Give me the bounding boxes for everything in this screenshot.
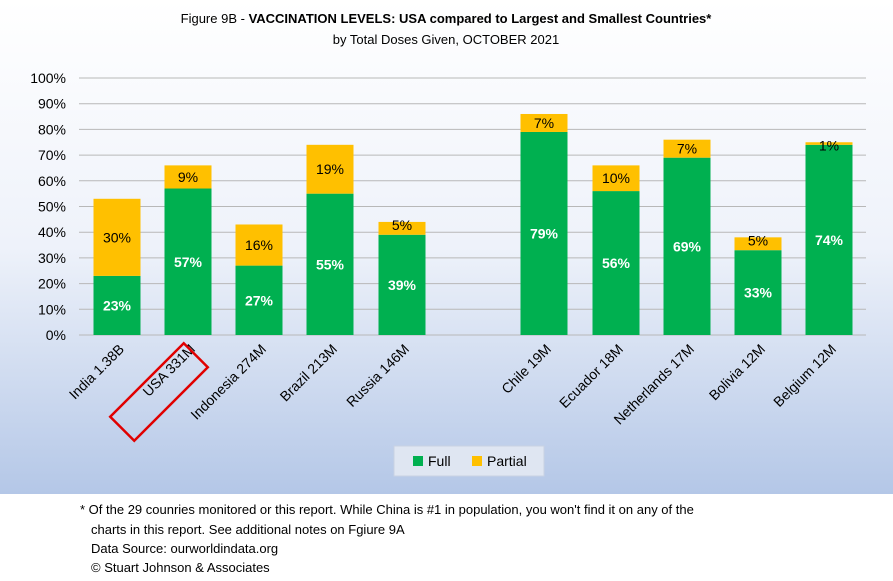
bar-full — [93, 275, 141, 335]
bar-full — [306, 193, 354, 335]
y-tick-label: 30% — [38, 250, 66, 266]
data-label-full: 79% — [530, 225, 559, 241]
bar-chart: Figure 9B - VACCINATION LEVELS: USA comp… — [0, 0, 893, 494]
bar-partial — [164, 165, 212, 189]
data-label-full: 23% — [103, 297, 132, 313]
legend-swatch-partial — [472, 456, 482, 466]
data-label-partial: 7% — [534, 115, 554, 131]
chart-title-bold: VACCINATION LEVELS: USA compared to Larg… — [249, 11, 713, 26]
y-tick-label: 80% — [38, 121, 66, 137]
data-label-partial: 7% — [677, 141, 697, 157]
y-tick-label: 20% — [38, 276, 66, 292]
y-tick-label: 70% — [38, 147, 66, 163]
legend-swatch-full — [413, 456, 423, 466]
y-tick-label: 0% — [46, 327, 66, 343]
chart-area: Figure 9B - VACCINATION LEVELS: USA comp… — [0, 0, 893, 494]
data-label-full: 39% — [388, 277, 417, 293]
footnote: * Of the 29 counries monitored or this r… — [0, 494, 893, 581]
data-label-full: 27% — [245, 292, 274, 308]
data-label-partial: 16% — [245, 237, 273, 253]
bar-full — [663, 157, 711, 335]
bar-partial — [306, 144, 354, 194]
data-label-full: 33% — [744, 285, 773, 301]
bar-full — [805, 144, 853, 335]
data-label-full: 74% — [815, 232, 844, 248]
bar-full — [378, 234, 426, 335]
y-tick-label: 10% — [38, 301, 66, 317]
highlight-box — [108, 341, 210, 443]
footnote-line-2: charts in this report. See additional no… — [91, 522, 405, 537]
data-label-full: 57% — [174, 254, 203, 270]
bar-partial — [520, 113, 568, 132]
data-label-full: 55% — [316, 256, 345, 272]
bar-partial — [592, 165, 640, 192]
bar-partial — [734, 237, 782, 251]
chart-subtitle: by Total Doses Given, OCTOBER 2021 — [333, 32, 559, 47]
bar-full — [235, 265, 283, 335]
legend: Full Partial — [393, 445, 545, 477]
footnote-line-1: * Of the 29 counries monitored or this r… — [80, 502, 694, 517]
bar-partial — [378, 221, 426, 235]
bar-partial — [663, 139, 711, 158]
data-label-partial: 5% — [748, 232, 768, 248]
bar-partial — [235, 224, 283, 266]
chart-title-prefix: Figure 9B - — [181, 11, 249, 26]
bar-full — [520, 131, 568, 335]
bar-partial — [93, 198, 141, 276]
footnote-line-3: Data Source: ourworldindata.org — [91, 541, 279, 556]
legend-label-partial: Partial — [487, 453, 527, 469]
y-tick-label: 100% — [30, 70, 66, 86]
data-label-full: 69% — [673, 238, 702, 254]
data-label-partial: 30% — [103, 229, 131, 245]
bar-full — [592, 191, 640, 335]
bars-layer — [93, 113, 853, 335]
data-label-partial: 9% — [178, 169, 198, 185]
data-label-partial: 19% — [316, 161, 344, 177]
data-label-full: 56% — [602, 255, 631, 271]
legend-label-full: Full — [428, 453, 451, 469]
footnote-line-4: © Stuart Johnson & Associates — [91, 560, 270, 575]
data-label-partial: 10% — [602, 170, 630, 186]
data-label-partial: 1% — [819, 137, 839, 153]
data-label-partial: 5% — [392, 217, 412, 233]
data-labels-layer: 23% 30% 57% 9% 27% 16% 55% 19% 39% 5% 79% 7% 56% 10% 6… — [103, 115, 844, 313]
y-tick-label: 50% — [38, 199, 66, 215]
chart-title: Figure 9B - VACCINATION LEVELS: USA comp… — [181, 11, 713, 26]
y-tick-label: 40% — [38, 224, 66, 240]
bar-full — [164, 188, 212, 335]
y-tick-label: 60% — [38, 173, 66, 189]
y-tick-label: 90% — [38, 96, 66, 112]
bar-full — [734, 250, 782, 335]
bar-partial — [805, 142, 853, 145]
